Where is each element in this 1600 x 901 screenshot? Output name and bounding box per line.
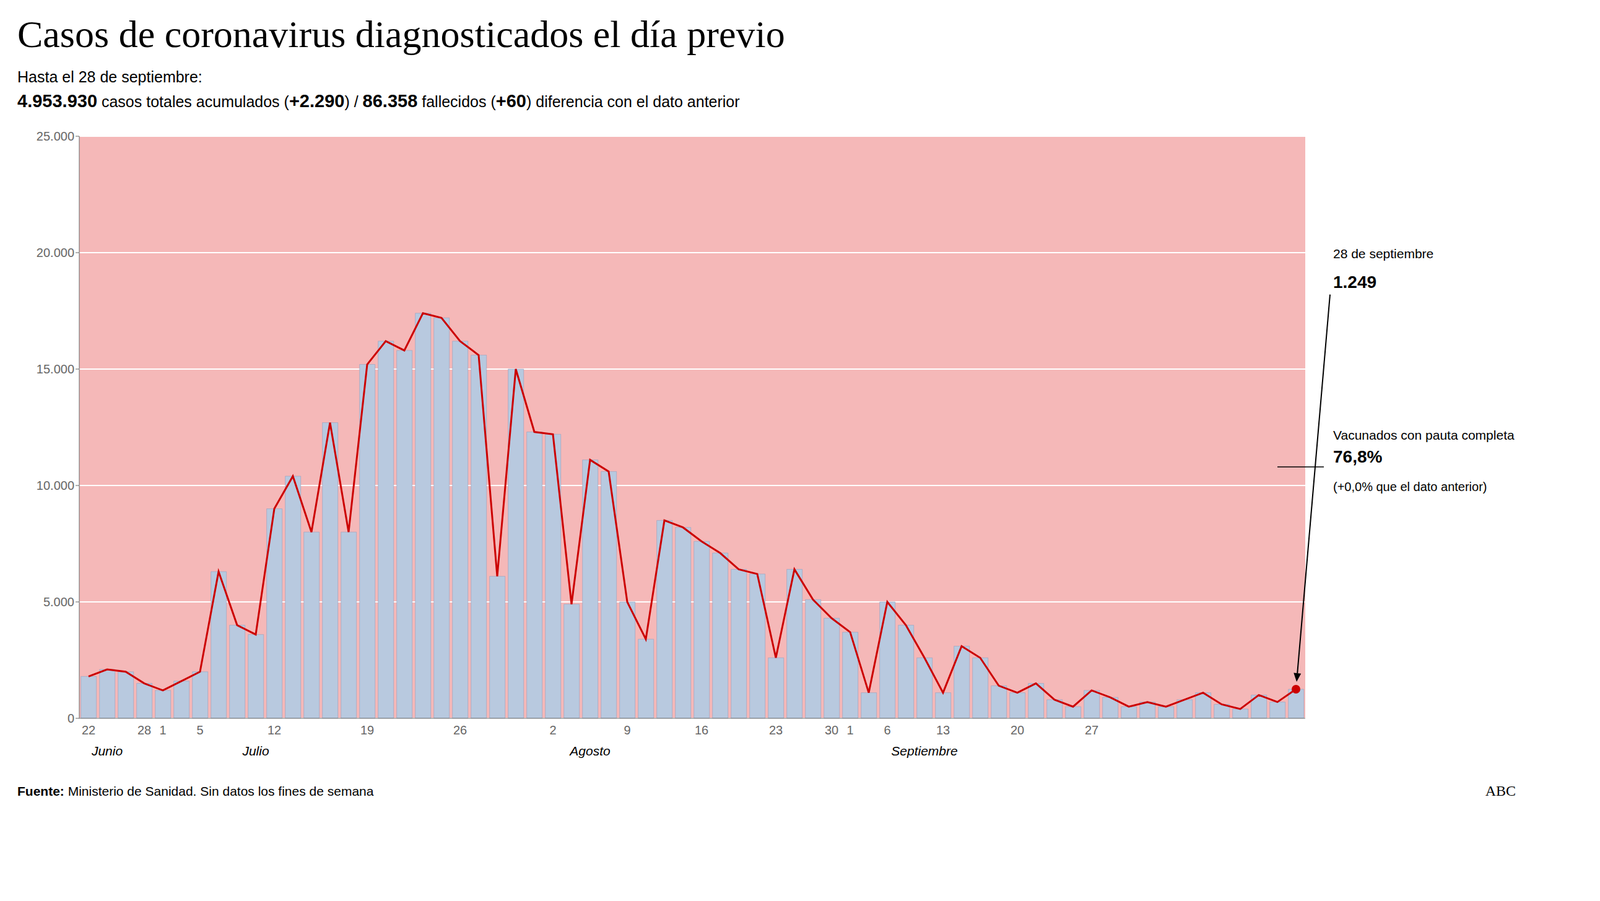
svg-text:27: 27 [1084,723,1099,737]
svg-text:6: 6 [883,723,891,737]
html-text:Fuente: Ministerio de Sanidad.: Fuente: Ministerio de Sanidad. Sin datos… [17,783,374,799]
svg-text:5.000: 5.000 [43,595,75,609]
html-text:(+0,0% que el dato anterior): (+0,0% que el dato anterior) [1333,479,1487,494]
svg-text:1: 1 [846,723,854,737]
svg-text:25.000: 25.000 [36,129,75,144]
svg-text:Junio: Junio [91,743,124,758]
html-text:76,8%: 76,8% [1333,447,1383,467]
svg-text:Agosto: Agosto [568,743,611,758]
svg-text:19: 19 [360,723,374,737]
svg-text:Julio: Julio [241,743,270,758]
html-text:1.249: 1.249 [1333,272,1377,292]
svg-text:22: 22 [81,723,96,737]
svg-text:13: 13 [936,723,950,737]
svg-text:5: 5 [196,723,204,737]
html-text:Casos de coronavirus diagnosti: Casos de coronavirus diagnosticados el d… [17,13,785,56]
svg-text:10.000: 10.000 [36,478,75,493]
svg-text:Septiembre: Septiembre [891,743,958,758]
svg-text:15.000: 15.000 [36,362,75,376]
html-text:ABC: ABC [1485,782,1516,799]
svg-text:20: 20 [1010,723,1025,737]
svg-text:2: 2 [549,723,557,737]
html-text:4.953.930 casos totales acumul: 4.953.930 casos totales acumulados (+2.2… [17,91,740,111]
html-text:28 de septiembre: 28 de septiembre [1333,246,1434,261]
svg-text:30: 30 [824,723,839,737]
svg-text:16: 16 [694,723,709,737]
svg-text:28: 28 [137,723,152,737]
svg-text:9: 9 [623,723,631,737]
svg-text:12: 12 [267,723,282,737]
svg-text:1: 1 [159,723,166,737]
html-text:Hasta el 28 de septiembre:: Hasta el 28 de septiembre: [17,68,203,86]
svg-text:23: 23 [769,723,783,737]
svg-text:0: 0 [67,711,75,726]
svg-text:20.000: 20.000 [36,245,75,260]
svg-text:26: 26 [453,723,467,737]
html-text:Vacunados con pauta completa: Vacunados con pauta completa [1333,427,1515,442]
